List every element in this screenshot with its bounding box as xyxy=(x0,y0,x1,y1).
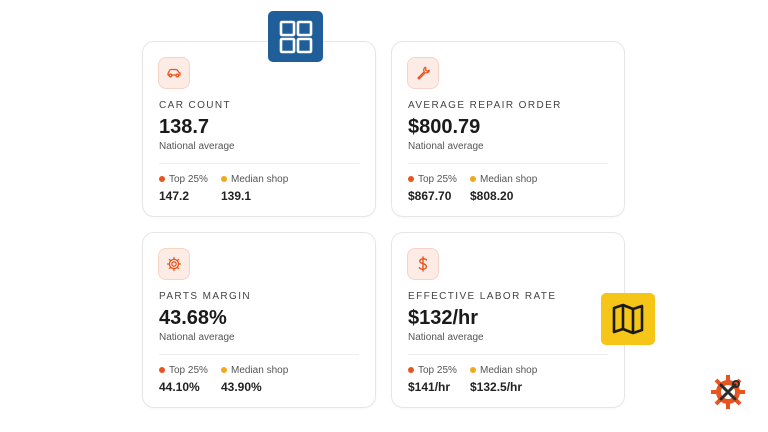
stat-median-shop: Median shop $132.5/hr xyxy=(470,364,537,394)
median-dot-icon xyxy=(470,367,476,373)
stat-value: 43.90% xyxy=(221,380,262,394)
median-dot-icon xyxy=(221,176,227,182)
card-divider xyxy=(159,354,359,355)
stat-label: Top 25% xyxy=(169,364,208,376)
metric-title: AVERAGE REPAIR ORDER xyxy=(408,100,562,111)
stat-label: Top 25% xyxy=(418,364,457,376)
dashboard-grid-icon[interactable] xyxy=(268,11,323,62)
metric-title: EFFECTIVE LABOR RATE xyxy=(408,291,557,302)
dollar-icon xyxy=(407,248,439,280)
metric-subtitle: National average xyxy=(408,141,484,152)
metric-value: $800.79 xyxy=(408,116,481,138)
metric-value: 138.7 xyxy=(159,116,210,138)
car-icon xyxy=(158,57,190,89)
stat-label: Median shop xyxy=(480,364,538,376)
stat-label: Top 25% xyxy=(169,173,208,185)
stat-median-shop: Median shop 139.1 xyxy=(221,173,288,203)
stat-top-25: Top 25% 147.2 xyxy=(159,173,208,203)
metric-subtitle: National average xyxy=(408,332,484,343)
median-dot-icon xyxy=(470,176,476,182)
stat-label: Median shop xyxy=(231,173,289,185)
metric-title: CAR COUNT xyxy=(159,100,232,111)
stat-value: $141/hr xyxy=(408,380,451,394)
metric-card-average-repair-order[interactable]: AVERAGE REPAIR ORDER $800.79 National av… xyxy=(391,41,625,217)
stat-value: $808.20 xyxy=(470,189,514,203)
top-dot-icon xyxy=(408,176,414,182)
metric-card-effective-labor-rate[interactable]: EFFECTIVE LABOR RATE $132/hr National av… xyxy=(391,232,625,408)
top-dot-icon xyxy=(159,367,165,373)
card-divider xyxy=(159,163,359,164)
stat-median-shop: Median shop $808.20 xyxy=(470,173,537,203)
metric-subtitle: National average xyxy=(159,332,235,343)
metric-card-car-count[interactable]: CAR COUNT 138.7 National average Top 25%… xyxy=(142,41,376,217)
stat-top-25: Top 25% $867.70 xyxy=(408,173,457,203)
wrench-icon xyxy=(407,57,439,89)
gear-icon xyxy=(158,248,190,280)
metric-value: $132/hr xyxy=(408,307,479,329)
metric-subtitle: National average xyxy=(159,141,235,152)
stat-label: Median shop xyxy=(231,364,289,376)
metric-title: PARTS MARGIN xyxy=(159,291,251,302)
stat-top-25: Top 25% 44.10% xyxy=(159,364,208,394)
tools-gear-logo xyxy=(710,374,746,410)
top-dot-icon xyxy=(408,367,414,373)
stat-value: 44.10% xyxy=(159,380,200,394)
stat-value: 147.2 xyxy=(159,189,190,203)
stat-top-25: Top 25% $141/hr xyxy=(408,364,457,394)
card-divider xyxy=(408,354,608,355)
stat-value: $132.5/hr xyxy=(470,380,523,394)
stat-median-shop: Median shop 43.90% xyxy=(221,364,288,394)
metric-card-parts-margin[interactable]: PARTS MARGIN 43.68% National average Top… xyxy=(142,232,376,408)
stat-value: $867.70 xyxy=(408,189,452,203)
stat-label: Median shop xyxy=(480,173,538,185)
top-dot-icon xyxy=(159,176,165,182)
card-divider xyxy=(408,163,608,164)
stat-value: 139.1 xyxy=(221,189,252,203)
map-icon[interactable] xyxy=(601,293,655,345)
median-dot-icon xyxy=(221,367,227,373)
stat-label: Top 25% xyxy=(418,173,457,185)
metric-value: 43.68% xyxy=(159,307,227,329)
